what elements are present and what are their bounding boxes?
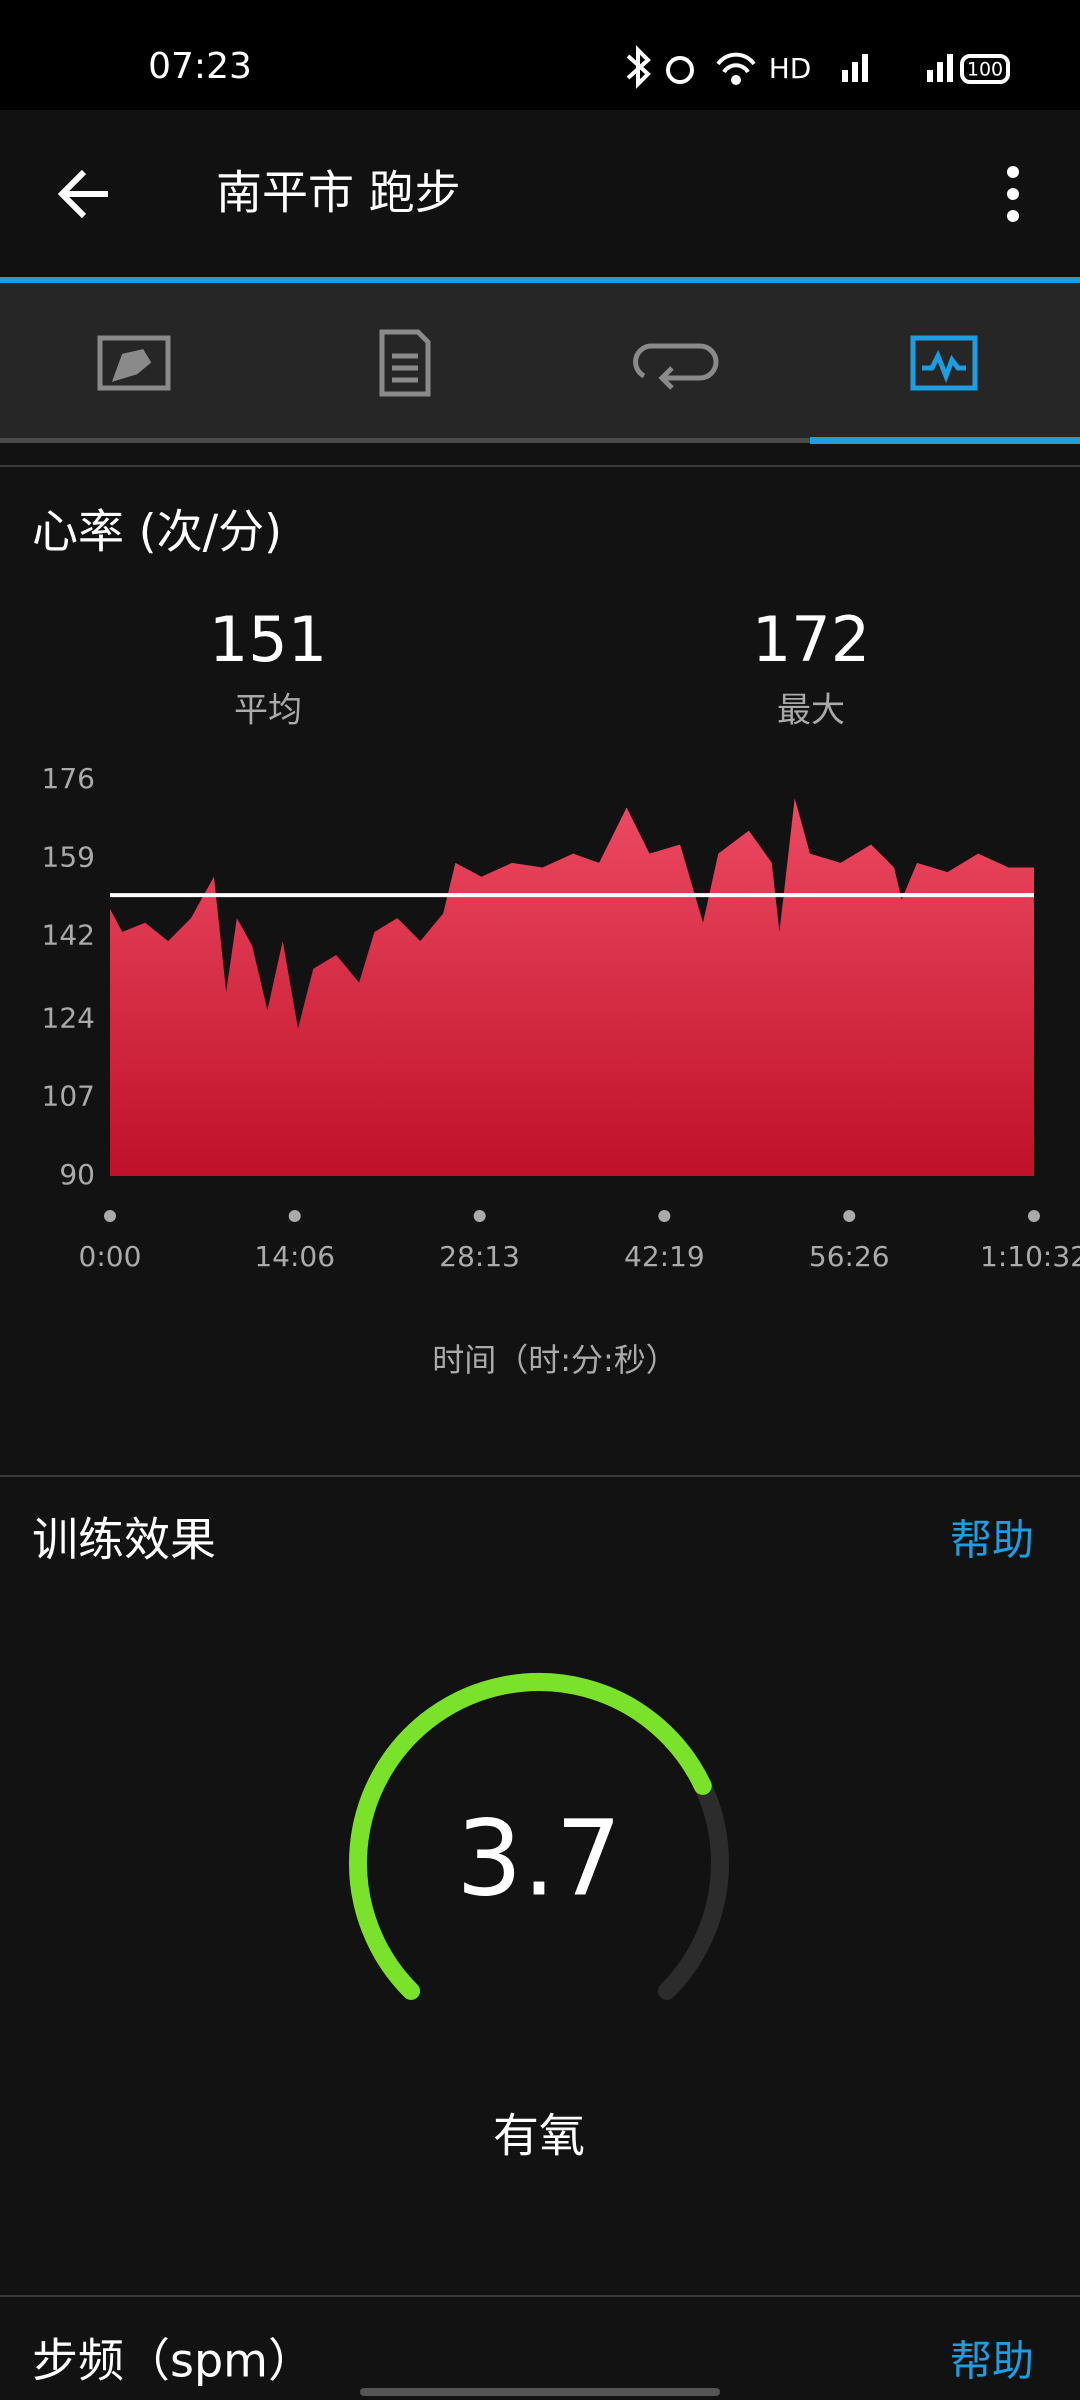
training-gauge: [349, 1673, 729, 2000]
x-tick-label: 42:19: [624, 1240, 705, 1273]
tab-indicator: [810, 437, 1080, 444]
y-tick-label: 124: [42, 1001, 95, 1034]
x-tick-label: 0:00: [79, 1240, 142, 1273]
section-title: 步频（spm）: [32, 2334, 314, 2388]
status-time: 07:23: [148, 46, 252, 87]
section-title: 心率 (次/分): [32, 505, 282, 559]
status-hd: HD: [769, 52, 812, 85]
back-button[interactable]: [57, 169, 108, 219]
tab-charts[interactable]: [910, 335, 978, 391]
x-tick-dot: [473, 1210, 486, 1222]
stat-label: 最大: [777, 691, 845, 731]
status-bar: [0, 0, 1080, 110]
x-tick-dot: [658, 1210, 671, 1222]
status-icons: [626, 45, 1010, 89]
page-title: 南平市 跑步: [216, 166, 461, 220]
y-tick-label: 176: [42, 762, 95, 795]
x-tick-dot: [288, 1210, 301, 1222]
y-tick-label: 90: [59, 1158, 95, 1191]
section-divider: [0, 1475, 1080, 1477]
stat-value: 172: [752, 603, 870, 676]
gauge-label: 有氧: [493, 2109, 585, 2163]
y-tick-label: 142: [42, 919, 95, 952]
home-indicator: [360, 2388, 720, 2396]
heart-rate-area: [110, 798, 1034, 1176]
help-link[interactable]: 帮助: [950, 1516, 1034, 1565]
tab-details[interactable]: [379, 329, 431, 397]
gauge-fill: [349, 1673, 712, 2000]
y-tick-label: 159: [42, 840, 95, 873]
help-link[interactable]: 帮助: [950, 2337, 1034, 2386]
more-menu[interactable]: [1007, 166, 1019, 222]
x-tick-dot: [104, 1210, 116, 1222]
x-tick-label: 56:26: [809, 1240, 890, 1273]
stat-label: 平均: [234, 691, 302, 731]
section-divider: [0, 2295, 1080, 2297]
app-bar: [0, 110, 1080, 278]
section-title: 训练效果: [32, 1513, 216, 1567]
section-divider: [0, 465, 1080, 467]
heart-rate-chart: 90 107 124 142 159 176 0:00 14:06 28:13 42:19 56:2…: [42, 762, 1080, 1273]
x-tick-label: 1:10:32: [980, 1240, 1080, 1273]
tab-map[interactable]: [97, 335, 171, 391]
x-tick-dot: [843, 1210, 856, 1222]
tab-track: [0, 438, 810, 443]
stat-value: 151: [209, 603, 327, 676]
tab-laps[interactable]: [633, 343, 719, 390]
x-tick-dot: [1028, 1210, 1040, 1222]
battery-level: 100: [967, 59, 1003, 81]
x-tick-label: 28:13: [439, 1240, 520, 1273]
y-tick-label: 107: [42, 1080, 95, 1113]
tab-bar: [0, 283, 1080, 440]
gauge-value: 3.7: [456, 1797, 621, 1919]
header-divider: [0, 277, 1080, 283]
x-axis-title: 时间（时:分:秒）: [432, 1341, 678, 1379]
x-tick-label: 14:06: [254, 1240, 335, 1273]
